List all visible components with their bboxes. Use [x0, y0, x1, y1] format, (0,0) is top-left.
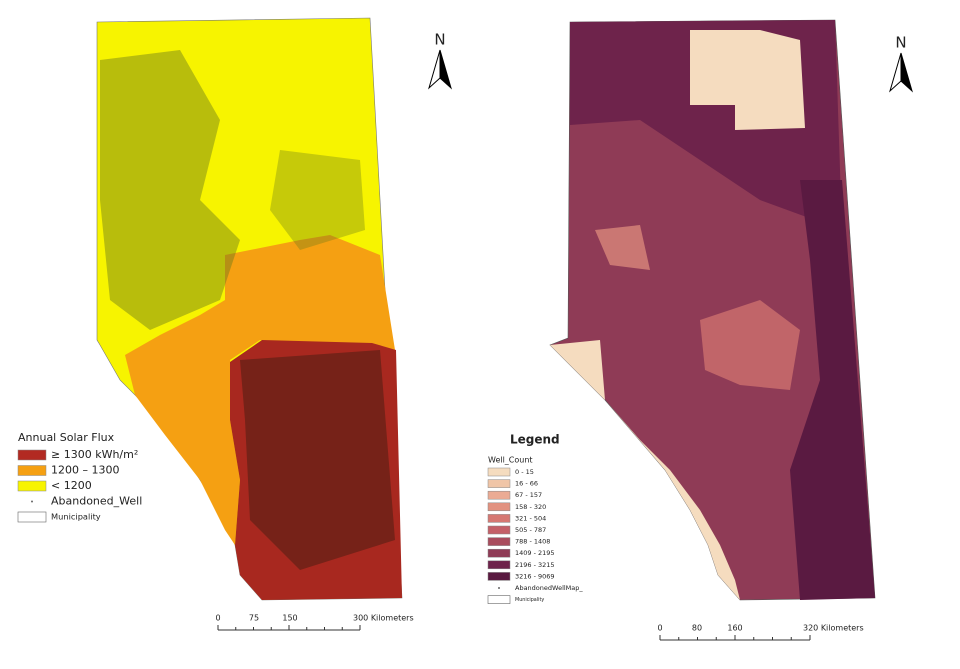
legend-swatch	[17, 465, 47, 476]
legend-label: 505 - 787	[515, 526, 546, 534]
legend-label: ≥ 1300 kWh/m²	[51, 448, 138, 461]
legend: Legend Well_Count 0 - 15 16 - 66 67 - 157 1…	[487, 433, 583, 604]
legend-swatch	[487, 525, 511, 535]
well-count-map	[549, 19, 876, 601]
legend-label: 1409 - 2195	[515, 549, 555, 557]
legend-swatch	[487, 572, 511, 581]
scale-label: 300 Kilometers	[353, 614, 414, 623]
scale-label: 0	[657, 624, 662, 633]
scale-label: 150	[282, 614, 297, 623]
region-light	[690, 30, 805, 130]
scale-label: 80	[692, 624, 702, 633]
legend-label: 2196 - 3215	[515, 561, 555, 569]
legend-label: 16 - 66	[515, 480, 538, 488]
well-cluster	[100, 50, 240, 330]
legend-point	[31, 500, 33, 503]
region-light	[550, 340, 740, 600]
north-label: N	[895, 34, 906, 52]
legend-label: 67 - 157	[515, 491, 542, 499]
scale-bar: 0 80 160 320 Kilometers	[657, 624, 864, 641]
scale-label: 160	[727, 624, 742, 633]
scale-label: 75	[249, 614, 259, 623]
legend-swatch	[17, 480, 47, 492]
legend-swatch	[17, 511, 47, 523]
north-arrow: N	[889, 34, 913, 93]
legend-label: 321 - 504	[515, 514, 546, 522]
legend-label: 788 - 1408	[515, 538, 550, 546]
legend-swatch	[487, 560, 511, 570]
legend-swatch	[487, 514, 511, 523]
region-orange	[125, 235, 395, 545]
legend-title: Annual Solar Flux	[18, 431, 115, 444]
north-arrow: N	[428, 31, 452, 90]
legend-swatch	[487, 548, 511, 558]
legend-swatch	[487, 490, 511, 500]
scale-label: 0	[215, 614, 220, 623]
well-cluster	[270, 150, 365, 250]
scale-label: 320 Kilometers	[803, 624, 864, 633]
legend-label: 3216 - 9069	[515, 572, 555, 580]
solar-map	[96, 17, 403, 601]
legend-swatch	[17, 449, 47, 461]
legend-title: Legend	[510, 433, 560, 447]
legend-swatch	[487, 595, 511, 604]
region-pink	[595, 225, 650, 270]
scale-bar: 0 75 150 300 Kilometers	[215, 614, 414, 631]
legend-label: Municipality	[51, 512, 101, 522]
legend-label: 0 - 15	[515, 468, 534, 476]
legend-label: < 1200	[51, 479, 92, 492]
legend-swatch	[487, 479, 511, 488]
legend-swatch	[487, 467, 511, 477]
region-dark	[790, 180, 875, 600]
north-label: N	[434, 31, 445, 49]
legend-swatch	[487, 502, 511, 512]
region-pink	[700, 300, 800, 390]
legend-label: 158 - 320	[515, 503, 546, 511]
legend-label: 1200 – 1300	[51, 464, 119, 477]
legend-label: Municipality	[515, 597, 544, 603]
legend-label: Abandoned_Well	[51, 495, 142, 508]
legend-swatch	[487, 537, 511, 546]
legend-label: AbandonedWellMap_	[515, 584, 583, 592]
legend: Annual Solar Flux ≥ 1300 kWh/m² 1200 – 13…	[17, 431, 142, 523]
region-red	[230, 340, 402, 600]
well-cluster	[240, 350, 395, 570]
legend-subtitle: Well_Count	[488, 456, 533, 465]
legend-point	[498, 587, 500, 589]
